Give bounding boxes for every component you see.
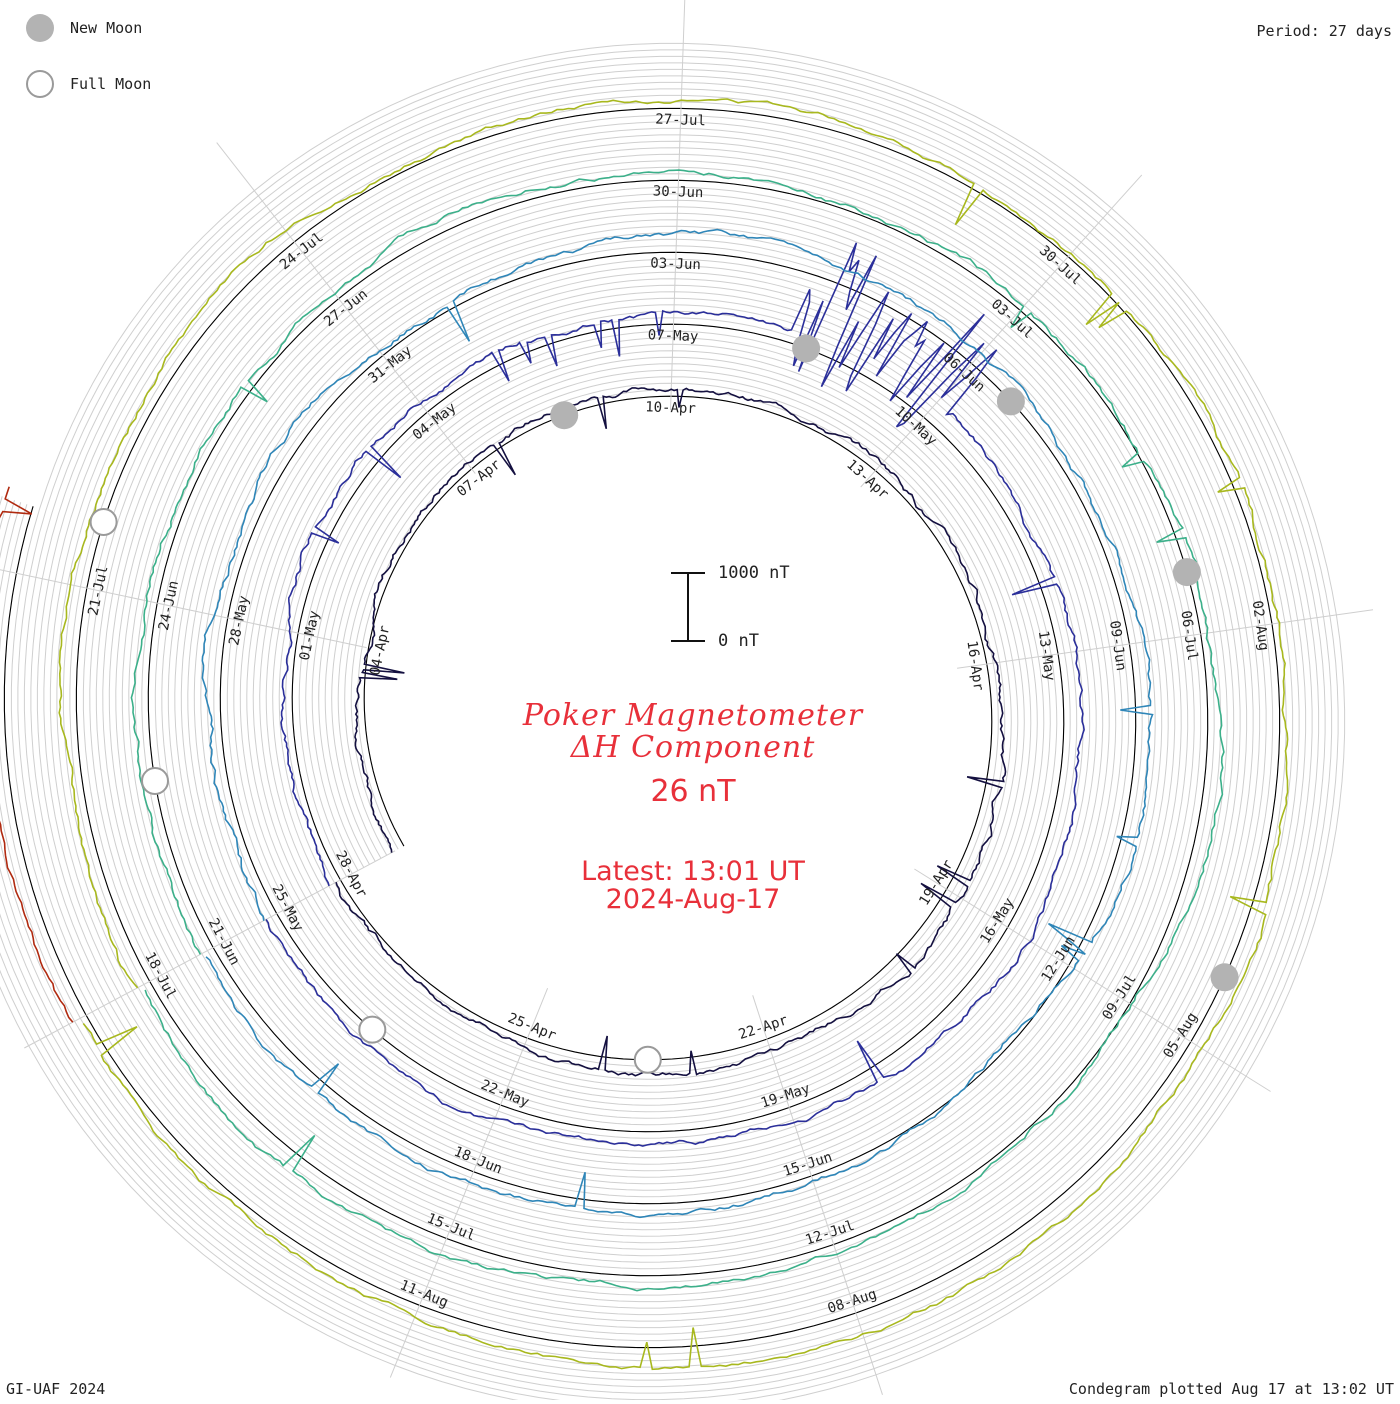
date-tick-label: 01-May: [297, 609, 323, 662]
new-moon-marker: [1210, 963, 1239, 992]
date-tick-label: 08-Aug: [826, 1286, 879, 1317]
guide-spiral: [0, 68, 1320, 1388]
guide-spiral: [0, 88, 1300, 1368]
new-moon-marker: [996, 387, 1025, 416]
date-tick-label: 10-Apr: [645, 399, 696, 417]
date-tick-label: 28-May: [226, 594, 252, 647]
guide-spiral: [0, 62, 1326, 1394]
date-tick-label: 11-Aug: [398, 1277, 451, 1311]
radial-grid-line: [752, 995, 883, 1395]
date-tick-label: 19-May: [759, 1081, 812, 1112]
radial-grid-line: [0, 569, 367, 649]
radial-grid-line: [957, 609, 1374, 669]
new-moon-marker: [1172, 558, 1201, 587]
new-moon-marker: [550, 401, 579, 430]
date-tick-label: 15-Jul: [425, 1211, 478, 1245]
chart-title: Poker Magnetometer: [522, 698, 864, 733]
series-line-rotation-3: [201, 228, 1154, 1219]
date-tick-label: 22-May: [478, 1077, 531, 1111]
latest-date: 2024-Aug-17: [605, 884, 781, 915]
radial-grid-line: [24, 850, 396, 1049]
chart-subtitle: ΔH Component: [570, 730, 816, 765]
date-tick-label: 21-Jul: [85, 564, 111, 617]
series-line-rotation-5: [58, 98, 1289, 1371]
date-tick-label: 06-Jul: [1177, 610, 1200, 662]
date-tick-label: 24-Jun: [156, 579, 182, 632]
date-tick-label: 25-Apr: [505, 1010, 558, 1044]
date-tick-label: 07-May: [648, 327, 699, 345]
full-moon-marker: [141, 767, 169, 795]
footer-credit: GI-UAF 2024: [6, 1380, 106, 1398]
date-tick-label: 13-May: [1035, 630, 1058, 682]
guide-spiral: [0, 81, 1307, 1375]
radial-grid-line: [216, 142, 476, 474]
full-moon-icon: [26, 70, 54, 98]
date-tick-label: 22-Apr: [737, 1012, 790, 1043]
date-tick-label: 15-Jun: [781, 1149, 834, 1180]
legend-new-moon-label: New Moon: [70, 19, 143, 37]
date-tick-label: 30-Jun: [653, 183, 704, 201]
date-tick-label: 09-Jun: [1106, 620, 1129, 672]
full-moon-marker: [633, 1045, 662, 1074]
legend-new-moon: New Moon: [26, 12, 142, 44]
current-value: 26 nT: [650, 774, 736, 809]
full-moon-marker: [358, 1015, 387, 1044]
scale-bottom-label: 0 nT: [718, 631, 759, 651]
radial-grid-line: [914, 868, 1271, 1092]
new-moon-icon: [26, 14, 54, 42]
full-moon-marker: [89, 508, 118, 536]
legend-full-moon-label: Full Moon: [70, 75, 152, 93]
guide-spiral: [0, 55, 1333, 1401]
guide-spiral: [0, 49, 1339, 1404]
date-tick-label: 03-Jun: [650, 255, 701, 273]
guide-spiral: [0, 42, 1346, 1404]
date-tick-label: 02-Aug: [1249, 600, 1272, 652]
new-moon-marker: [792, 334, 821, 363]
date-tick-label: 16-Apr: [963, 640, 986, 692]
date-tick-label: 12-Jul: [803, 1218, 856, 1249]
footer-plotted: Condegram plotted Aug 17 at 13:02 UT: [1068, 1380, 1394, 1398]
radial-grid-line: [670, 0, 686, 411]
period-label: Period: 27 days: [1256, 22, 1392, 40]
legend-full-moon: Full Moon: [26, 68, 151, 100]
baseline-spiral: [3, 107, 1281, 1349]
date-tick-label: 18-Jun: [451, 1144, 504, 1178]
latest-time: Latest: 13:01 UT: [581, 856, 805, 887]
series-line-rotation-6: [0, 486, 74, 1023]
scale-top-label: 1000 nT: [718, 563, 790, 583]
series-line-rotation-4: [130, 169, 1225, 1292]
series-line-rotation-2: [265, 242, 1085, 1147]
radial-grid-line: [860, 174, 1143, 488]
date-tick-label: 27-Jul: [655, 112, 706, 130]
guide-spiral: [0, 75, 1313, 1381]
